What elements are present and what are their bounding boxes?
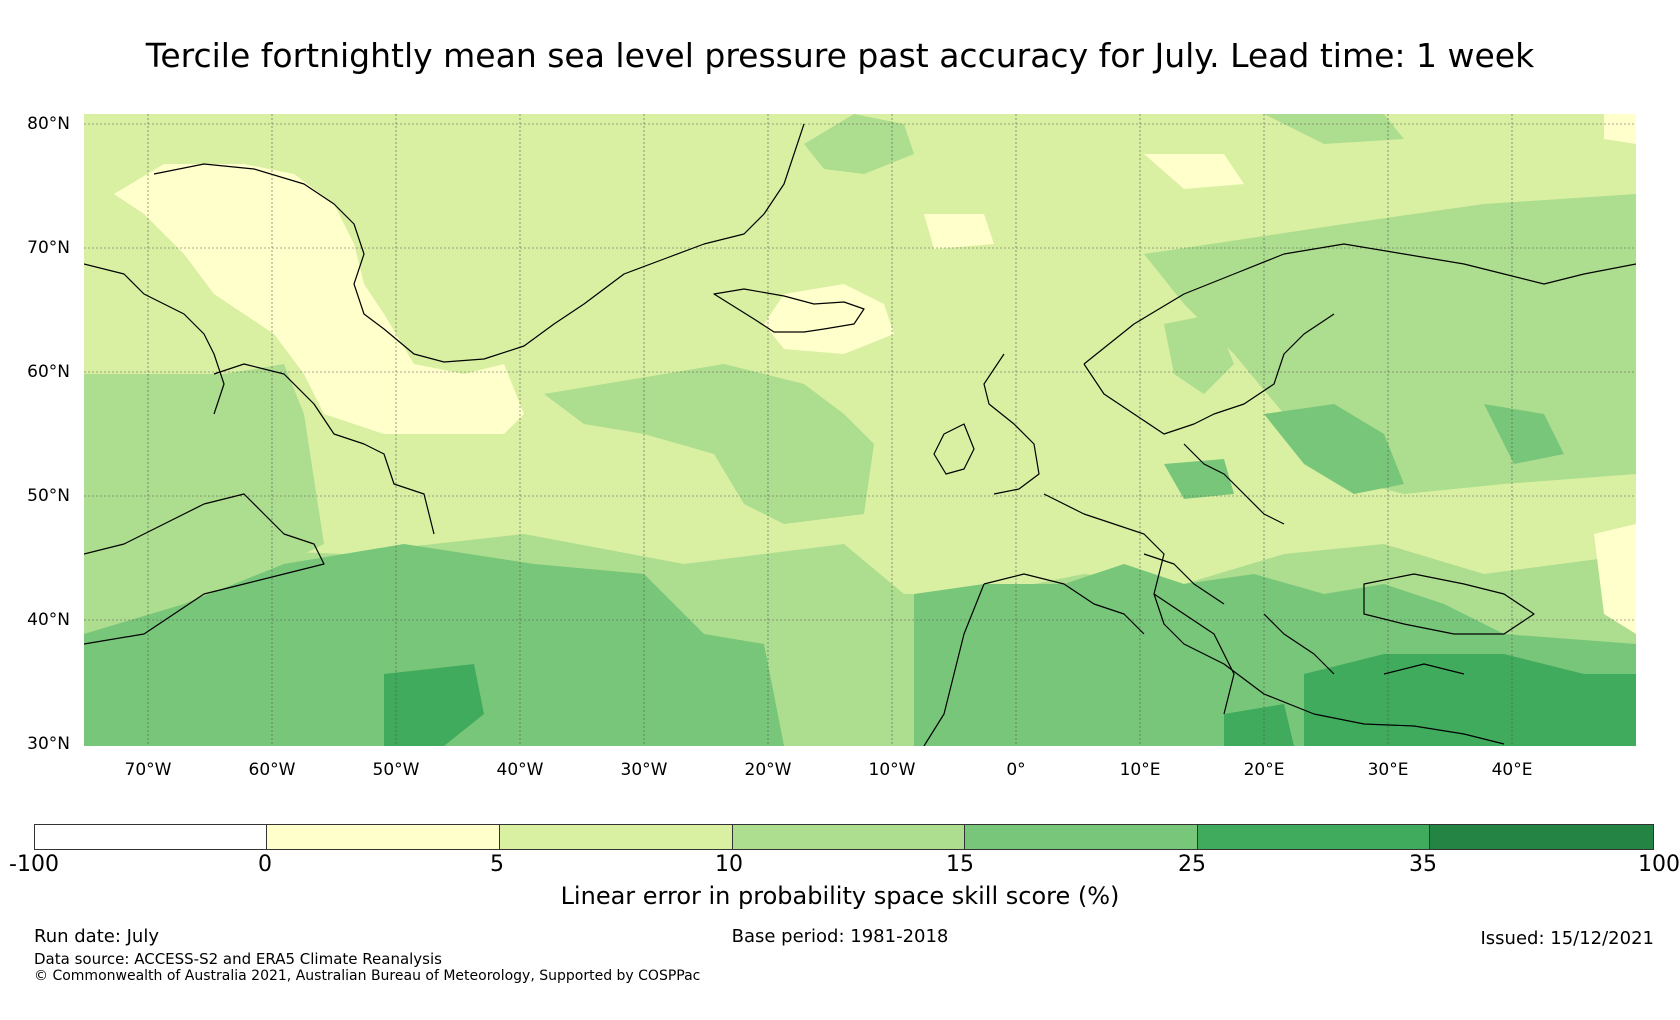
base-period: Base period: 1981-2018 (731, 926, 949, 947)
colorbar-tick-10: 10 (715, 852, 743, 877)
colorbar-tick-15: 15 (946, 852, 974, 877)
lat-label-70n: 70°N (27, 238, 70, 258)
colorbar-tick-5: 5 (490, 852, 504, 877)
lat-label-60n: 60°N (27, 362, 70, 382)
map-canvas (84, 114, 1636, 746)
colorbar-tick-35: 35 (1409, 852, 1437, 877)
lon-label-50w: 50°W (372, 760, 420, 780)
lon-label-40e: 40°E (1491, 760, 1533, 780)
lon-label-10e: 10°E (1119, 760, 1161, 780)
colorbar-segment-0-5 (266, 825, 499, 849)
lon-label-30w: 30°W (620, 760, 668, 780)
skill-score-map (84, 114, 1636, 746)
colorbar (34, 824, 1654, 850)
colorbar-segment-10-15 (732, 825, 964, 849)
lat-label-50n: 50°N (27, 486, 70, 506)
lat-label-30n: 30°N (27, 734, 70, 754)
coastlines (84, 123, 1636, 746)
run-date: Run date: July (34, 926, 159, 947)
lon-label-20w: 20°W (744, 760, 792, 780)
colorbar-label: Linear error in probability space skill … (560, 882, 1120, 910)
data-source: Data source: ACCESS-S2 and ERA5 Climate … (34, 950, 442, 968)
colorbar-tick-0: 0 (258, 852, 272, 877)
colorbar-segment-5-10 (499, 825, 732, 849)
graticule (84, 114, 1636, 746)
lon-label-30e: 30°E (1367, 760, 1409, 780)
copyright: © Commonwealth of Australia 2021, Austra… (34, 968, 701, 984)
lon-label-0: 0° (1006, 760, 1026, 780)
lon-label-20e: 20°E (1243, 760, 1285, 780)
colorbar-segment-neg100-0 (35, 825, 266, 849)
chart-title: Tercile fortnightly mean sea level press… (145, 36, 1535, 75)
lon-label-60w: 60°W (248, 760, 296, 780)
lon-label-70w: 70°W (124, 760, 172, 780)
field-0-5 (114, 114, 1636, 634)
colorbar-segment-15-25 (964, 825, 1197, 849)
field-25-35 (384, 654, 1636, 746)
colorbar-tick-100: 100 (1638, 852, 1680, 877)
colorbar-tick-25: 25 (1178, 852, 1206, 877)
colorbar-segment-35-100 (1429, 825, 1653, 849)
colorbar-tick-neg100: -100 (9, 852, 59, 877)
lat-label-80n: 80°N (27, 114, 70, 134)
colorbar-segment-25-35 (1197, 825, 1429, 849)
lon-label-10w: 10°W (868, 760, 916, 780)
lon-label-40w: 40°W (496, 760, 544, 780)
issued-date: Issued: 15/12/2021 (1480, 928, 1654, 949)
lat-label-40n: 40°N (27, 610, 70, 630)
